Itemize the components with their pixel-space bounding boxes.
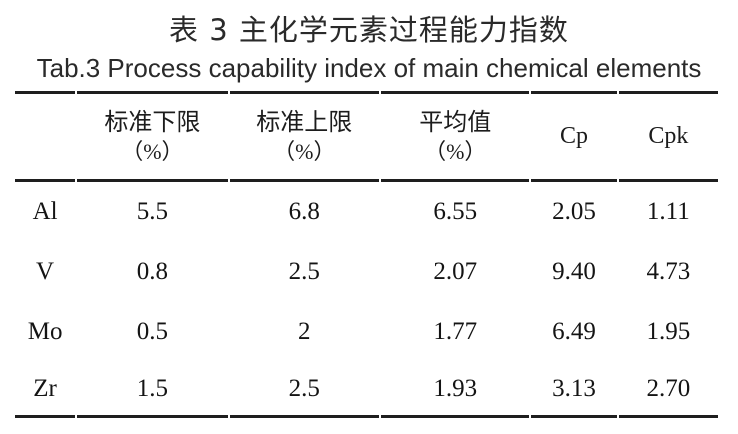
cell-cp: 6.49 <box>552 318 596 345</box>
header-unit: （%） <box>121 138 184 164</box>
cell-lower-limit: 0.5 <box>136 318 168 345</box>
cell-mean: 1.93 <box>381 362 530 418</box>
header-label: 标准下限 <box>104 109 201 136</box>
cell-lower-limit: 0.8 <box>136 258 168 285</box>
cell-lower-limit: 5.5 <box>136 198 168 225</box>
table-row-zr: Zr 1.5 2.5 1.93 3.13 2.70 <box>15 362 718 418</box>
header-cell-cp: Cp <box>531 91 617 182</box>
cell-element: Al <box>32 198 58 225</box>
cell-cpk: 2.70 <box>618 362 718 418</box>
cell-cpk: 4.73 <box>646 258 691 285</box>
cell-upper-limit: 2.5 <box>229 362 380 418</box>
header-unit: （%） <box>273 138 336 164</box>
table-row-al: Al 5.5 6.8 6.55 2.05 1.11 <box>15 182 718 242</box>
table-caption-zh: 表 3 主化学元素过程能力指数 <box>169 13 569 47</box>
cell-mean: 6.55 <box>433 198 478 225</box>
cell-mean: 2.07 <box>433 258 478 285</box>
table-row-mo: Mo 0.5 2 1.77 6.49 1.95 <box>15 302 718 362</box>
cell-cp: 2.05 <box>552 198 596 225</box>
header-cell-mean: 平均值 （%） <box>381 91 530 182</box>
cell-cp: 9.40 <box>552 258 596 285</box>
cell-mean: 1.77 <box>433 318 478 345</box>
cell-element: V <box>36 258 55 285</box>
header-label: 标准上限 <box>256 109 353 136</box>
cell-element: Zr <box>15 362 76 418</box>
cell-lower-limit: 1.5 <box>77 362 228 418</box>
table-row-v: V 0.8 2.5 2.07 9.40 4.73 <box>15 242 718 302</box>
cell-cpk: 1.95 <box>646 318 691 345</box>
header-cell-element <box>15 91 76 182</box>
cell-upper-limit: 2 <box>298 318 311 345</box>
cell-element: Mo <box>27 318 63 345</box>
header-cell-lower-limit: 标准下限 （%） <box>77 91 228 182</box>
process-capability-table: 标准下限 （%） 标准上限 （%） 平均值 （%） Cp Cpk <box>13 91 720 418</box>
header-unit: （%） <box>424 138 487 164</box>
header-label: 平均值 <box>419 109 492 136</box>
header-row: 标准下限 （%） 标准上限 （%） 平均值 （%） Cp Cpk <box>15 91 718 182</box>
cell-cpk: 1.11 <box>646 198 690 225</box>
header-cell-upper-limit: 标准上限 （%） <box>229 91 380 182</box>
cell-upper-limit: 6.8 <box>288 198 320 225</box>
cell-upper-limit: 2.5 <box>288 258 320 285</box>
header-cell-cpk: Cpk <box>618 91 718 182</box>
cell-cp: 3.13 <box>531 362 617 418</box>
table-caption-en: Tab.3 Process capability index of main c… <box>36 53 702 83</box>
header-label: Cpk <box>648 122 689 149</box>
header-label: Cp <box>560 122 589 149</box>
